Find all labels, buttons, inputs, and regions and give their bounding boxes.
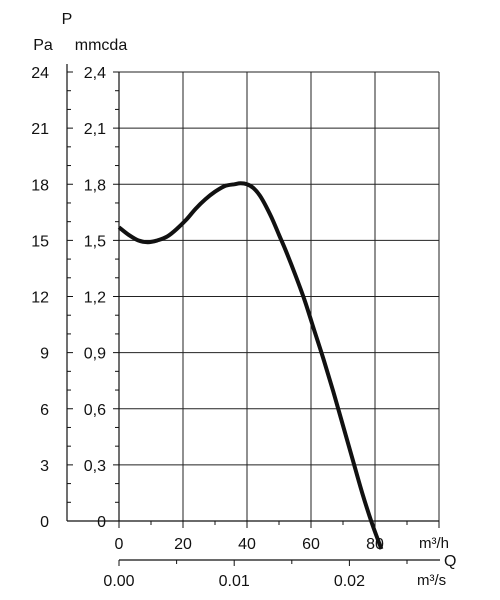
y-tick-label-pa: 18 [31,177,49,194]
y-axis-symbol: P [62,11,73,28]
x-axis-symbol: Q [444,553,456,570]
x-tick-label-m3h: 20 [174,536,192,553]
y-tick-label-mmcda: 1,8 [84,177,106,194]
y-unit-mmcda: mmcda [75,37,128,54]
x-tick-label-m3h: 40 [238,536,256,553]
x-unit-m3s: m³/s [417,572,446,589]
y-tick-label-mmcda: 0,6 [84,402,106,419]
y-tick-label-pa: 0 [40,514,49,531]
x-unit-m3h: m³/h [419,535,449,552]
x-tick-label-m3h: 60 [302,536,320,553]
y-tick-label-pa: 12 [31,290,49,307]
x-tick-label-m3s: 0.00 [103,573,134,590]
y-tick-label-mmcda: 2,1 [84,121,106,138]
y-tick-label-pa: 21 [31,121,49,138]
y-tick-label-mmcda: 1,5 [84,233,106,250]
grid [119,71,440,521]
x-tick-label-m3s: 0.02 [334,573,365,590]
pressure-curve-line [117,181,384,550]
y-tick-label-mmcda: 0,3 [84,458,106,475]
y-tick-label-pa: 6 [40,402,49,419]
x-tick-label-m3h: 0 [115,536,124,553]
y-tick-label-pa: 24 [31,65,49,82]
tick-labels: 0 3 6 9 12 15 18 21 24 0 0,3 0,6 0,9 1,2 1,5 1,8 2,1 2,4 0… [31,65,384,590]
y-tick-label-mmcda: 0,9 [84,346,106,363]
pressure-curve [117,181,384,550]
y-tick-label-pa: 3 [40,458,49,475]
axes [66,64,440,566]
x-tick-label-m3s: 0.01 [219,573,250,590]
y-tick-label-mmcda: 2,4 [84,65,106,82]
y-unit-pa: Pa [33,37,53,54]
y-tick-label-mmcda: 1,2 [84,290,106,307]
y-tick-label-mmcda: 0 [97,514,106,531]
y-tick-label-pa: 15 [31,233,49,250]
y-tick-label-pa: 9 [40,346,49,363]
